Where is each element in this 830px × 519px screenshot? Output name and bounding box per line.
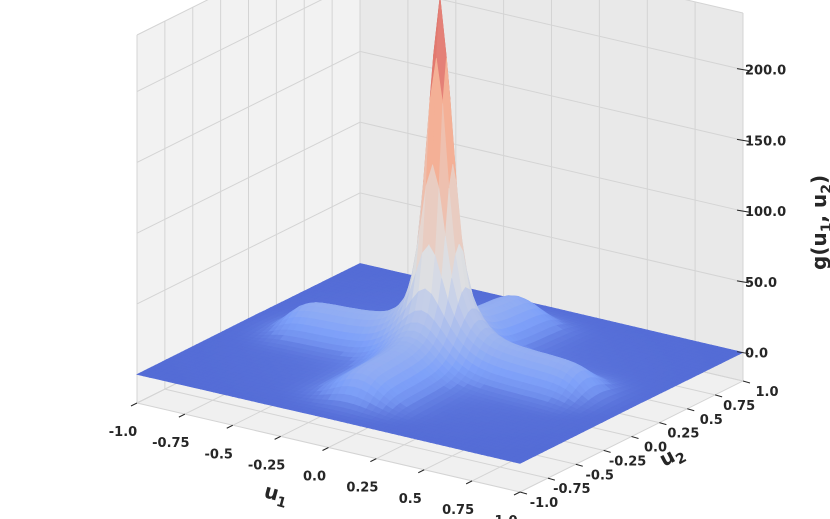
x-axis-title: u1 [261, 479, 291, 512]
y-tick [659, 422, 667, 426]
z-tick [736, 209, 750, 213]
z-tick [736, 68, 750, 72]
y-tick-label: -0.5 [586, 468, 614, 483]
tick-marks: -1.0-0.75-0.5-0.250.00.250.50.751.0-1.0-… [109, 64, 786, 519]
x-tick-label: -1.0 [109, 425, 137, 440]
y-tick-label: 0.0 [644, 441, 667, 456]
y-tick-label: 1.0 [755, 385, 778, 400]
y-tick-label: -1.0 [530, 496, 558, 511]
x-tick-label: 0.25 [346, 481, 378, 496]
x-tick-label: 1.0 [494, 514, 517, 519]
y-tick [603, 449, 611, 453]
y-tick-label: 0.5 [700, 413, 723, 428]
x-tick-label: -0.5 [205, 447, 233, 462]
y-tick [631, 436, 639, 439]
z-tick-label: 0.0 [745, 347, 768, 362]
y-tick-label: -0.25 [609, 454, 646, 469]
grid-line-z [136, 121, 744, 234]
y-tick [519, 491, 528, 495]
y-tick [547, 477, 556, 481]
x-tick [226, 424, 233, 429]
y-tick [742, 380, 751, 384]
x-tick-label: -0.75 [152, 436, 189, 451]
x-tick [465, 480, 473, 485]
grid-line-z [136, 50, 744, 163]
grid-line-z [136, 0, 744, 93]
x-tick-label: -0.25 [248, 458, 285, 473]
x-tick-label: 0.0 [303, 470, 326, 485]
x-tick-label: 0.5 [399, 492, 422, 507]
grid-line-z [136, 192, 744, 305]
x-tick [513, 491, 521, 496]
x-tick [418, 469, 425, 474]
z-tick [736, 138, 750, 142]
x-tick-label: 0.75 [442, 503, 474, 518]
y-tick-label: 0.75 [723, 399, 755, 414]
x-tick [370, 458, 377, 463]
x-tick [178, 413, 186, 418]
x-tick [274, 435, 281, 440]
x-tick [322, 447, 329, 451]
y-tick-label: 0.25 [667, 427, 699, 442]
z-tick-label: 200.0 [745, 64, 786, 79]
y-tick [687, 408, 695, 412]
x-tick [130, 402, 138, 407]
y-tick [575, 463, 583, 467]
surface-mesh [136, 0, 744, 464]
z-axis-title: g(u1, u2) [807, 175, 830, 270]
z-tick-label: 100.0 [745, 205, 786, 220]
z-tick [736, 351, 750, 355]
surface-facet [512, 459, 525, 464]
y-tick-label: -0.75 [553, 482, 590, 497]
z-tick-label: 50.0 [745, 276, 777, 291]
z-tick-label: 150.0 [745, 134, 786, 149]
y-tick [714, 394, 723, 398]
z-tick [736, 280, 750, 284]
